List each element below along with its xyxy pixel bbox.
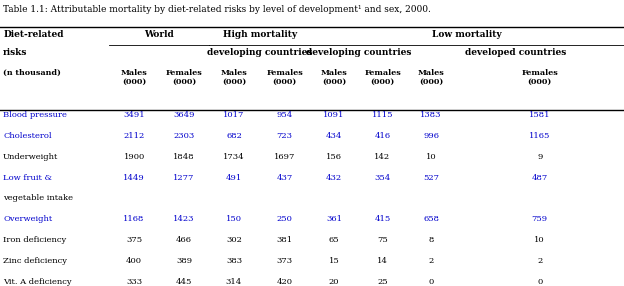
Text: Cholesterol: Cholesterol: [3, 132, 52, 140]
Text: Females
(000): Females (000): [522, 69, 558, 86]
Text: 434: 434: [326, 132, 343, 140]
Text: 2: 2: [429, 257, 434, 265]
Text: 527: 527: [423, 174, 439, 182]
Text: 1734: 1734: [223, 153, 245, 161]
Text: 15: 15: [329, 257, 339, 265]
Text: 682: 682: [226, 132, 242, 140]
Text: Blood pressure: Blood pressure: [3, 111, 67, 119]
Text: High mortality: High mortality: [223, 30, 296, 39]
Text: 375: 375: [126, 236, 142, 244]
Text: Low mortality: Low mortality: [432, 30, 502, 39]
Text: developed countries: developed countries: [465, 48, 566, 57]
Text: 1091: 1091: [323, 111, 345, 119]
Text: 20: 20: [329, 278, 339, 286]
Text: 1165: 1165: [529, 132, 550, 140]
Text: 491: 491: [226, 174, 242, 182]
Text: 445: 445: [176, 278, 192, 286]
Text: 1383: 1383: [421, 111, 442, 119]
Text: Iron deficiency: Iron deficiency: [3, 236, 66, 244]
Text: 314: 314: [226, 278, 242, 286]
Text: 389: 389: [176, 257, 192, 265]
Text: 8: 8: [429, 236, 434, 244]
Text: 1277: 1277: [173, 174, 195, 182]
Text: 65: 65: [329, 236, 339, 244]
Text: 383: 383: [226, 257, 242, 265]
Text: 1697: 1697: [274, 153, 295, 161]
Text: 954: 954: [276, 111, 293, 119]
Text: 1115: 1115: [372, 111, 393, 119]
Text: risks: risks: [3, 48, 27, 57]
Text: 10: 10: [426, 153, 437, 161]
Text: 432: 432: [326, 174, 342, 182]
Text: 3491: 3491: [124, 111, 145, 119]
Text: 416: 416: [374, 132, 391, 140]
Text: 0: 0: [429, 278, 434, 286]
Text: Overweight: Overweight: [3, 215, 52, 223]
Text: 437: 437: [276, 174, 293, 182]
Text: 14: 14: [377, 257, 388, 265]
Text: 1900: 1900: [124, 153, 145, 161]
Text: 1423: 1423: [173, 215, 195, 223]
Text: Zinc deficiency: Zinc deficiency: [3, 257, 67, 265]
Text: 75: 75: [377, 236, 388, 244]
Text: developing countries: developing countries: [207, 48, 312, 57]
Text: 996: 996: [423, 132, 439, 140]
Text: Table 1.1: Attributable mortality by diet-related risks by level of development¹: Table 1.1: Attributable mortality by die…: [3, 5, 431, 15]
Text: Males
(000): Males (000): [418, 69, 444, 86]
Text: 354: 354: [374, 174, 391, 182]
Text: Low fruit &: Low fruit &: [3, 174, 52, 182]
Text: 2: 2: [537, 257, 542, 265]
Text: vegetable intake: vegetable intake: [3, 194, 73, 202]
Text: Females
(000): Females (000): [166, 69, 202, 86]
Text: 420: 420: [276, 278, 293, 286]
Text: 3649: 3649: [173, 111, 195, 119]
Text: 400: 400: [126, 257, 142, 265]
Text: 9: 9: [537, 153, 542, 161]
Text: Vit. A deficiency: Vit. A deficiency: [3, 278, 72, 286]
Text: 466: 466: [176, 236, 192, 244]
Text: 142: 142: [374, 153, 391, 161]
Text: World: World: [144, 30, 174, 39]
Text: 25: 25: [377, 278, 388, 286]
Text: Females
(000): Females (000): [266, 69, 303, 86]
Text: (n thousand): (n thousand): [3, 69, 61, 77]
Text: 658: 658: [423, 215, 439, 223]
Text: 415: 415: [374, 215, 391, 223]
Text: 1168: 1168: [124, 215, 145, 223]
Text: Males
(000): Males (000): [321, 69, 348, 86]
Text: Males
(000): Males (000): [121, 69, 147, 86]
Text: 723: 723: [276, 132, 293, 140]
Text: 302: 302: [226, 236, 242, 244]
Text: developing countries: developing countries: [306, 48, 411, 57]
Text: 2303: 2303: [173, 132, 195, 140]
Text: 156: 156: [326, 153, 342, 161]
Text: 0: 0: [537, 278, 542, 286]
Text: 1449: 1449: [124, 174, 145, 182]
Text: 373: 373: [276, 257, 293, 265]
Text: 10: 10: [534, 236, 545, 244]
Text: 150: 150: [226, 215, 242, 223]
Text: 487: 487: [532, 174, 548, 182]
Text: Diet-related: Diet-related: [3, 30, 64, 39]
Text: 381: 381: [276, 236, 293, 244]
Text: 1581: 1581: [529, 111, 550, 119]
Text: 1848: 1848: [173, 153, 195, 161]
Text: 759: 759: [532, 215, 548, 223]
Text: Underweight: Underweight: [3, 153, 59, 161]
Text: 333: 333: [126, 278, 142, 286]
Text: 361: 361: [326, 215, 342, 223]
Text: Females
(000): Females (000): [364, 69, 401, 86]
Text: 2112: 2112: [124, 132, 145, 140]
Text: Males
(000): Males (000): [221, 69, 247, 86]
Text: 1017: 1017: [223, 111, 245, 119]
Text: 250: 250: [276, 215, 293, 223]
